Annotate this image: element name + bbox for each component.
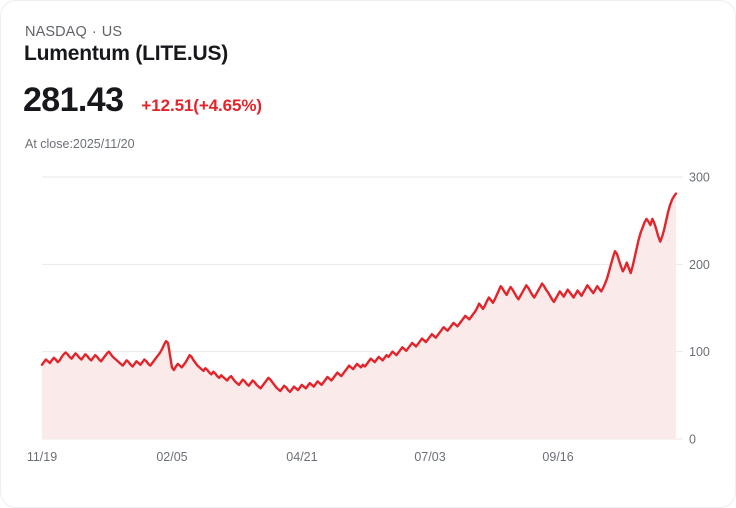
price-value: 281.43: [23, 81, 124, 119]
price-chart[interactable]: 0 100 200 300 11/19 02/05 04/21 07/03 09/16: [1, 161, 735, 471]
price-row: 281.43 +12.51(+4.65%): [23, 81, 262, 120]
market-status-note: At close:2025/11/20: [25, 137, 135, 151]
x-axis-tick-label: 04/21: [286, 450, 317, 464]
x-axis-tick-label: 02/05: [156, 450, 187, 464]
price-change: +12.51(+4.65%): [141, 96, 262, 115]
exchange-name: NASDAQ: [25, 24, 87, 40]
chart-line: [40, 192, 678, 394]
price-chart-svg: 0 100 200 300 11/19 02/05 04/21 07/03 09/16: [27, 171, 710, 465]
y-axis-tick-label: 200: [689, 258, 710, 272]
x-axis-tick-label: 11/19: [27, 450, 57, 464]
area-fill-path: [42, 193, 676, 439]
y-axis-tick-label: 0: [689, 433, 696, 447]
exchange-region: US: [101, 24, 123, 40]
y-axis-labels: 0 100 200 300: [689, 171, 710, 447]
y-axis-tick-label: 300: [689, 171, 710, 185]
y-axis-tick-label: 100: [689, 345, 710, 359]
exchange-line: NASDAQ · US: [25, 24, 122, 40]
x-axis-tick-label: 07/03: [414, 450, 445, 464]
x-axis-labels: 11/19 02/05 04/21 07/03 09/16: [27, 450, 574, 464]
price-line-path: [40, 192, 678, 394]
page-title: Lumentum (LITE.US): [24, 42, 229, 65]
x-axis-tick-label: 09/16: [542, 450, 573, 464]
chart-area-fill: [42, 193, 676, 439]
exchange-separator: ·: [91, 24, 97, 40]
